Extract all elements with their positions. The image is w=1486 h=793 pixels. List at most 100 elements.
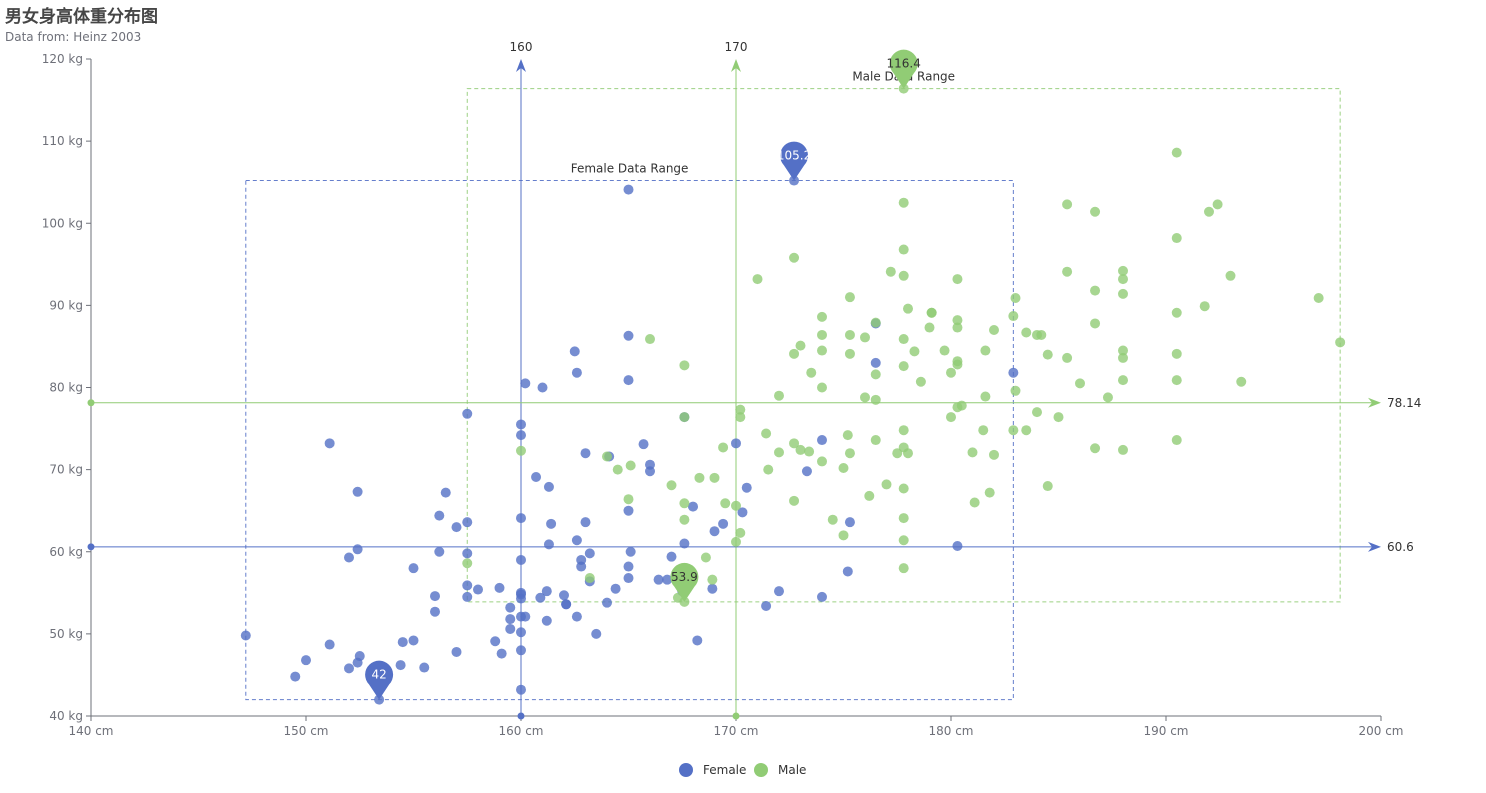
data-point-female[interactable] <box>569 346 580 357</box>
data-point-female[interactable] <box>520 378 531 389</box>
marker-pin-female-max[interactable] <box>780 141 809 181</box>
data-point-female[interactable] <box>541 615 552 626</box>
data-point-male[interactable] <box>1171 375 1182 386</box>
data-point-male[interactable] <box>892 448 903 459</box>
data-point-male[interactable] <box>462 558 473 569</box>
data-point-female[interactable] <box>653 574 664 585</box>
data-point-female[interactable] <box>842 566 853 577</box>
data-point-male[interactable] <box>700 552 711 563</box>
data-point-male[interactable] <box>1021 425 1032 436</box>
data-point-female[interactable] <box>462 591 473 602</box>
data-point-female[interactable] <box>679 538 690 549</box>
data-point-male[interactable] <box>1118 288 1128 299</box>
data-point-female[interactable] <box>531 472 542 483</box>
data-point-male[interactable] <box>707 574 718 585</box>
data-point-male[interactable] <box>1118 444 1128 455</box>
data-point-male[interactable] <box>789 438 800 449</box>
data-point-female[interactable] <box>324 438 335 449</box>
data-point-male[interactable] <box>1118 375 1128 386</box>
data-point-male[interactable] <box>980 391 991 402</box>
data-point-female[interactable] <box>543 481 554 492</box>
data-point-male[interactable] <box>1075 378 1085 389</box>
data-point-male[interactable] <box>989 449 999 460</box>
data-point-female[interactable] <box>571 611 582 622</box>
data-point-male[interactable] <box>984 487 995 498</box>
data-point-female[interactable] <box>473 584 483 595</box>
data-point-female[interactable] <box>623 375 634 386</box>
data-point-male[interactable] <box>789 252 800 263</box>
data-point-female[interactable] <box>623 505 634 516</box>
data-point-male[interactable] <box>774 390 784 401</box>
data-point-female[interactable] <box>535 592 546 603</box>
data-point-female[interactable] <box>737 507 748 518</box>
data-point-female[interactable] <box>688 501 698 512</box>
data-point-male[interactable] <box>860 392 870 403</box>
data-point-male[interactable] <box>1042 349 1053 360</box>
data-point-female[interactable] <box>645 459 655 470</box>
data-point-male[interactable] <box>898 513 909 524</box>
data-point-female[interactable] <box>731 438 741 449</box>
data-point-male[interactable] <box>1335 337 1346 348</box>
data-point-female[interactable] <box>344 552 354 563</box>
data-point-male[interactable] <box>1010 292 1021 303</box>
data-point-male[interactable] <box>718 442 729 453</box>
data-point-male[interactable] <box>1042 481 1053 492</box>
data-point-male[interactable] <box>1036 329 1047 340</box>
data-point-female[interactable] <box>817 591 827 602</box>
data-point-female[interactable] <box>408 635 419 646</box>
data-point-male[interactable] <box>752 274 763 285</box>
data-point-female[interactable] <box>591 628 602 639</box>
data-point-female[interactable] <box>505 623 516 634</box>
data-point-male[interactable] <box>666 480 677 491</box>
data-point-male[interactable] <box>645 334 655 345</box>
data-point-female[interactable] <box>516 554 526 565</box>
data-point-female[interactable] <box>430 606 440 617</box>
data-point-male[interactable] <box>731 536 741 547</box>
data-point-male[interactable] <box>1118 352 1128 363</box>
data-point-male[interactable] <box>612 464 623 475</box>
data-point-male[interactable] <box>720 498 731 509</box>
data-point-female[interactable] <box>870 357 881 368</box>
data-point-female[interactable] <box>505 614 516 625</box>
data-point-male[interactable] <box>844 348 855 359</box>
data-point-male[interactable] <box>915 376 926 387</box>
data-point-male[interactable] <box>789 495 800 506</box>
data-point-male[interactable] <box>898 197 909 208</box>
data-point-female[interactable] <box>623 561 634 572</box>
data-point-male[interactable] <box>838 462 849 473</box>
data-point-female[interactable] <box>324 639 335 650</box>
data-point-male[interactable] <box>735 527 746 538</box>
data-point-male[interactable] <box>679 514 690 525</box>
data-point-male[interactable] <box>898 535 909 546</box>
data-point-female[interactable] <box>638 439 649 450</box>
data-point-female[interactable] <box>541 586 552 597</box>
data-point-male[interactable] <box>967 447 978 458</box>
data-point-female[interactable] <box>352 544 363 555</box>
data-point-male[interactable] <box>881 479 892 490</box>
data-point-male[interactable] <box>1090 318 1101 329</box>
marker-pin-male-min[interactable] <box>670 562 699 602</box>
data-point-female[interactable] <box>516 430 526 441</box>
data-point-male[interactable] <box>763 464 774 475</box>
data-point-female[interactable] <box>290 671 301 682</box>
data-point-male[interactable] <box>774 447 784 458</box>
data-point-male[interactable] <box>827 514 838 525</box>
data-point-female[interactable] <box>543 539 554 550</box>
data-point-male[interactable] <box>817 345 827 356</box>
data-point-male[interactable] <box>1062 352 1073 363</box>
data-point-female[interactable] <box>516 684 526 695</box>
data-point-female[interactable] <box>451 522 462 533</box>
data-point-male[interactable] <box>926 307 937 318</box>
data-point-female[interactable] <box>520 611 531 622</box>
data-point-male[interactable] <box>789 348 800 359</box>
data-point-female[interactable] <box>602 597 612 608</box>
data-point-male[interactable] <box>1062 199 1073 210</box>
legend-swatch-female[interactable] <box>679 763 693 777</box>
data-point-male[interactable] <box>870 435 881 446</box>
data-point-female[interactable] <box>505 602 516 613</box>
data-point-male[interactable] <box>1118 274 1128 285</box>
data-point-male[interactable] <box>1171 147 1182 158</box>
data-point-male[interactable] <box>1313 292 1324 303</box>
data-point-male[interactable] <box>898 270 909 281</box>
data-point-female[interactable] <box>571 535 582 546</box>
